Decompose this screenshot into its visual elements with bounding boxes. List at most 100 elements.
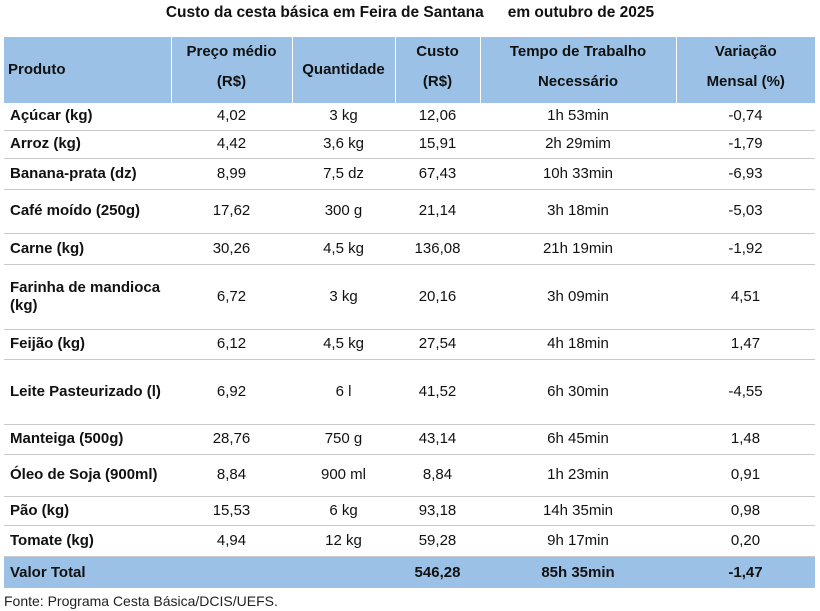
header-custo-line1: Custo: [416, 43, 459, 60]
table-row: Café moído (250g) 17,62 300 g 21,14 3h 1…: [4, 189, 815, 234]
cell-preco: 6,92: [171, 359, 292, 425]
header-tempo-line2: Necessário: [537, 73, 619, 90]
total-preco-empty: [171, 556, 292, 588]
cell-preco: 17,62: [171, 189, 292, 234]
cell-preco: 8,99: [171, 158, 292, 190]
cell-tempo: 21h 19min: [480, 233, 676, 265]
header-custo-line2: (R$): [422, 73, 453, 90]
cell-variacao: 0,91: [676, 454, 815, 497]
header-variacao-line2: Mensal (%): [706, 73, 785, 90]
cell-tempo: 6h 30min: [480, 359, 676, 425]
header-preco-line2: (R$): [216, 73, 247, 90]
cell-produto: Banana-prata (dz): [4, 158, 171, 190]
cell-quantidade: 900 ml: [292, 454, 395, 497]
cell-preco: 30,26: [171, 233, 292, 265]
cell-produto: Tomate (kg): [4, 525, 171, 557]
cell-quantidade: 3 kg: [292, 103, 395, 131]
cell-quantidade: 4,5 kg: [292, 233, 395, 265]
header-variacao: Variação Mensal (%): [675, 37, 815, 103]
cell-preco: 15,53: [171, 496, 292, 526]
cell-tempo: 6h 45min: [480, 424, 676, 455]
title-part-1: Custo da cesta básica em Feira de Santan…: [165, 4, 484, 21]
header-tempo-line1: Tempo de Trabalho: [509, 43, 647, 60]
cell-variacao: 4,51: [676, 264, 815, 330]
total-custo: 546,28: [395, 556, 480, 588]
table-row: Feijão (kg) 6,12 4,5 kg 27,54 4h 18min 1…: [4, 329, 815, 360]
cell-preco: 6,12: [171, 329, 292, 360]
total-tempo: 85h 35min: [480, 556, 676, 588]
cell-produto: Açúcar (kg): [4, 103, 171, 131]
cell-tempo: 1h 23min: [480, 454, 676, 497]
cell-custo: 15,91: [395, 130, 480, 159]
source-note: Fonte: Programa Cesta Básica/DCIS/UEFS.: [4, 593, 278, 609]
cell-tempo: 14h 35min: [480, 496, 676, 526]
cell-variacao: 0,20: [676, 525, 815, 557]
cell-tempo: 3h 18min: [480, 189, 676, 234]
cell-custo: 59,28: [395, 525, 480, 557]
cell-custo: 12,06: [395, 103, 480, 131]
cell-produto: Feijão (kg): [4, 329, 171, 360]
cell-variacao: -6,93: [676, 158, 815, 190]
table-row: Farinha de mandioca (kg) 6,72 3 kg 20,16…: [4, 264, 815, 330]
cell-quantidade: 7,5 dz: [292, 158, 395, 190]
table-row: Açúcar (kg) 4,02 3 kg 12,06 1h 53min -0,…: [4, 103, 815, 131]
table-header: Produto Preço médio (R$) Quantidade Cust…: [4, 37, 815, 103]
cell-custo: 136,08: [395, 233, 480, 265]
table-row: Leite Pasteurizado (l) 6,92 6 l 41,52 6h…: [4, 359, 815, 425]
table-row: Carne (kg) 30,26 4,5 kg 136,08 21h 19min…: [4, 233, 815, 265]
cell-variacao: -1,92: [676, 233, 815, 265]
table-body: Açúcar (kg) 4,02 3 kg 12,06 1h 53min -0,…: [4, 103, 815, 557]
total-label: Valor Total: [4, 556, 171, 588]
cell-tempo: 10h 33min: [480, 158, 676, 190]
cell-quantidade: 6 kg: [292, 496, 395, 526]
cell-produto: Arroz (kg): [4, 130, 171, 159]
cell-produto: Manteiga (500g): [4, 424, 171, 455]
cell-custo: 8,84: [395, 454, 480, 497]
cell-custo: 41,52: [395, 359, 480, 425]
cell-custo: 93,18: [395, 496, 480, 526]
cell-quantidade: 750 g: [292, 424, 395, 455]
table-title: Custo da cesta básica em Feira de Santan…: [0, 4, 820, 22]
header-variacao-line1: Variação: [714, 43, 777, 60]
header-tempo: Tempo de Trabalho Necessário: [479, 37, 676, 103]
cell-preco: 4,42: [171, 130, 292, 159]
cell-produto: Leite Pasteurizado (l): [4, 359, 171, 425]
cell-preco: 4,02: [171, 103, 292, 131]
cell-tempo: 9h 17min: [480, 525, 676, 557]
cell-produto: Farinha de mandioca (kg): [4, 264, 171, 330]
cell-variacao: 1,48: [676, 424, 815, 455]
cell-quantidade: 300 g: [292, 189, 395, 234]
total-variacao: -1,47: [676, 556, 815, 588]
cell-produto: Pão (kg): [4, 496, 171, 526]
table-row: Arroz (kg) 4,42 3,6 kg 15,91 2h 29mim -1…: [4, 130, 815, 159]
header-produto: Produto: [4, 37, 171, 103]
header-custo: Custo (R$): [394, 37, 480, 103]
cell-tempo: 1h 53min: [480, 103, 676, 131]
header-preco: Preço médio (R$): [170, 37, 292, 103]
cell-custo: 20,16: [395, 264, 480, 330]
title-part-2: em outubro de 2025: [507, 4, 655, 21]
cell-custo: 67,43: [395, 158, 480, 190]
table-row: Tomate (kg) 4,94 12 kg 59,28 9h 17min 0,…: [4, 525, 815, 557]
total-row: Valor Total 546,28 85h 35min -1,47: [4, 556, 815, 588]
cell-quantidade: 4,5 kg: [292, 329, 395, 360]
cell-variacao: 1,47: [676, 329, 815, 360]
cell-quantidade: 3,6 kg: [292, 130, 395, 159]
table-row: Pão (kg) 15,53 6 kg 93,18 14h 35min 0,98: [4, 496, 815, 526]
cell-preco: 28,76: [171, 424, 292, 455]
cell-custo: 43,14: [395, 424, 480, 455]
cell-produto: Carne (kg): [4, 233, 171, 265]
cell-produto: Café moído (250g): [4, 189, 171, 234]
cell-tempo: 2h 29mim: [480, 130, 676, 159]
cell-variacao: -1,79: [676, 130, 815, 159]
cell-quantidade: 3 kg: [292, 264, 395, 330]
table-row: Banana-prata (dz) 8,99 7,5 dz 67,43 10h …: [4, 158, 815, 190]
basket-cost-table: Produto Preço médio (R$) Quantidade Cust…: [4, 37, 815, 588]
cell-custo: 21,14: [395, 189, 480, 234]
cell-preco: 4,94: [171, 525, 292, 557]
header-preco-line1: Preço médio: [186, 43, 277, 60]
cell-variacao: -0,74: [676, 103, 815, 131]
total-quantidade-empty: [292, 556, 395, 588]
cell-produto: Óleo de Soja (900ml): [4, 454, 171, 497]
table-row: Óleo de Soja (900ml) 8,84 900 ml 8,84 1h…: [4, 454, 815, 497]
